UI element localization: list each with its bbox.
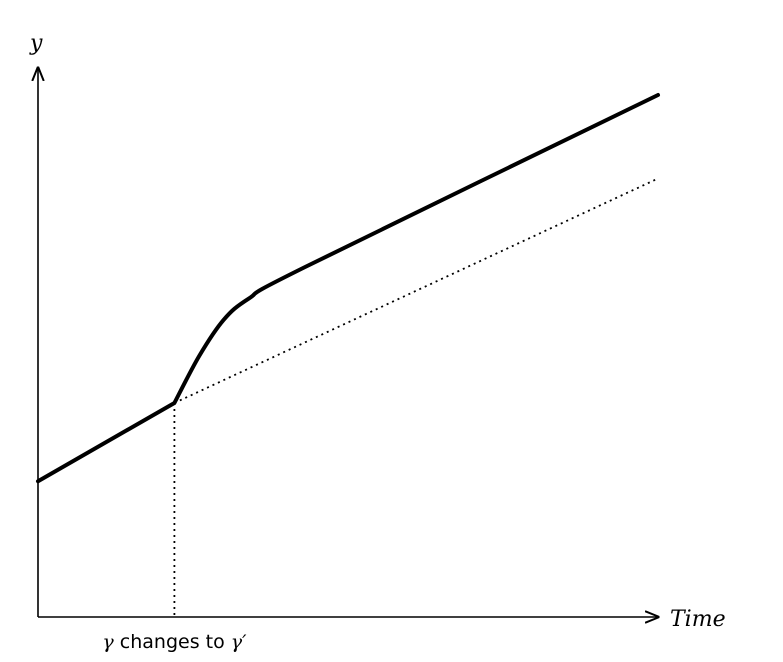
y-axis-label: y [29, 31, 43, 56]
annotation-label: γ changes to γ′ [102, 631, 247, 653]
dotted-series-line [174, 177, 659, 404]
annotation-label-gamma: γ [102, 631, 114, 653]
annotation-label-gamma-prime: γ′ [231, 631, 247, 653]
solid-series-line [36, 93, 660, 484]
annotation-label-text: changes to [114, 631, 231, 653]
x-axis-label: Time [670, 607, 726, 632]
